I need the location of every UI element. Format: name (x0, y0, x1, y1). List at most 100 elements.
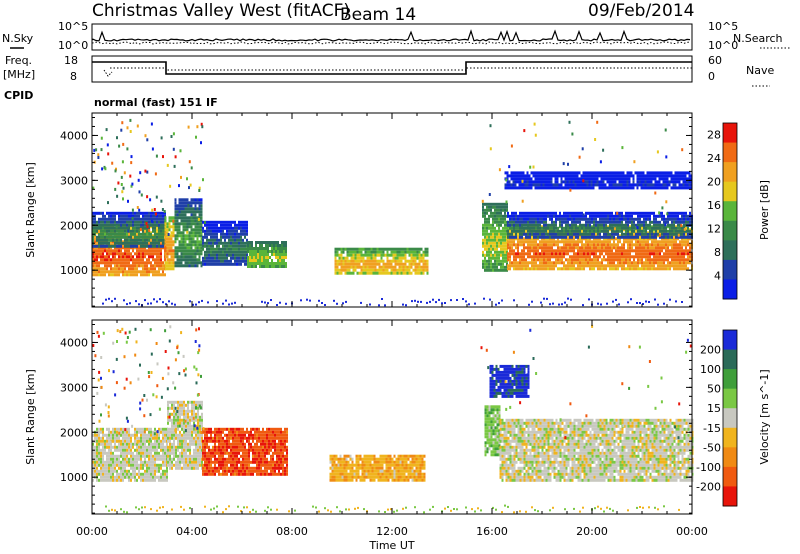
power-cell (246, 226, 248, 230)
power-cell (539, 246, 541, 250)
power-cell (404, 259, 407, 263)
power-cell (539, 235, 541, 239)
power-cell (350, 259, 353, 263)
power-cell (208, 262, 210, 266)
power-cell (224, 223, 226, 227)
power-cell (595, 214, 597, 218)
power-cell (376, 259, 379, 263)
power-cell (599, 261, 601, 265)
power-cell (210, 250, 212, 254)
power-cell (134, 214, 136, 218)
power-cell (166, 225, 169, 229)
power-cell (533, 223, 535, 227)
power-cell (583, 261, 585, 265)
power-cell (671, 243, 673, 247)
power-cell (156, 255, 158, 259)
power-cell (547, 252, 549, 256)
power-cell (601, 220, 603, 224)
power-cell (482, 205, 484, 209)
power-cell (388, 262, 391, 266)
nave-label: Nave (746, 64, 774, 77)
power-cell (198, 216, 201, 220)
power-cell (519, 235, 521, 239)
power-cell (669, 217, 671, 221)
power-cell (687, 226, 689, 230)
power-cell (490, 202, 492, 206)
power-cell (668, 174, 671, 178)
power-cell (617, 261, 619, 265)
power-cell (144, 217, 146, 221)
power-cell (162, 244, 164, 248)
power-cell (567, 261, 569, 265)
power-cell (575, 255, 577, 259)
power-cell (124, 232, 126, 236)
power-cell (587, 252, 589, 256)
power-cell (530, 183, 533, 187)
power-cell (561, 220, 563, 224)
power-cell (636, 177, 639, 181)
power-cell (180, 222, 183, 226)
power-cell (98, 235, 100, 239)
power-cell (577, 246, 579, 250)
power-cell (660, 186, 663, 190)
power-cell (607, 235, 609, 239)
power-cell (614, 171, 617, 175)
power-cell (556, 174, 559, 178)
power-cell (275, 253, 277, 256)
power-cell (632, 180, 635, 184)
power-cell (382, 250, 385, 254)
power-cell (610, 174, 613, 178)
power-cell (578, 177, 581, 181)
power-cell (267, 259, 269, 262)
power-cell (689, 229, 691, 233)
power-cell (244, 220, 246, 224)
power-cell (569, 229, 571, 233)
power-cell (615, 223, 617, 227)
power-cell (513, 258, 515, 262)
power-cell (194, 210, 197, 214)
power-cell (657, 258, 659, 262)
power-cell (606, 186, 609, 190)
power-cell (116, 252, 118, 256)
power-cell (615, 229, 617, 233)
power-cell (520, 183, 523, 187)
power-cell (220, 229, 222, 233)
power-cell (675, 249, 677, 253)
power-cell (338, 253, 341, 257)
power-cell (564, 183, 567, 187)
power-cell (506, 208, 508, 212)
power-cell (551, 214, 553, 218)
power-cell (609, 240, 611, 244)
power-cell (661, 229, 663, 233)
power-cell (232, 235, 234, 239)
power-cell (408, 262, 411, 266)
power-cell (372, 256, 375, 260)
power-cell (218, 247, 220, 251)
freq-tick-bottom: 8 (70, 70, 77, 83)
power-cell (673, 223, 675, 227)
power-cell (492, 262, 494, 266)
power-cell (110, 249, 112, 253)
power-cell (515, 267, 517, 271)
power-cell (605, 267, 607, 271)
power-cell (624, 183, 627, 187)
power-cell (648, 180, 651, 184)
power-cell (564, 177, 567, 181)
power-cell (525, 264, 527, 268)
power-cell (194, 228, 197, 232)
power-cell (519, 252, 521, 256)
power-cell (370, 256, 373, 260)
power-cell (230, 250, 232, 254)
power-cell (96, 229, 98, 233)
power-cell (663, 267, 665, 271)
power-cell (112, 232, 114, 236)
power-cell (400, 256, 403, 260)
power-cell (484, 217, 486, 221)
power-cell (527, 217, 529, 221)
power-cell (685, 261, 687, 265)
power-cell (188, 264, 191, 268)
power-cell (598, 174, 601, 178)
power-cell (230, 247, 232, 251)
power-cell (194, 240, 197, 244)
power-cell (537, 258, 539, 262)
